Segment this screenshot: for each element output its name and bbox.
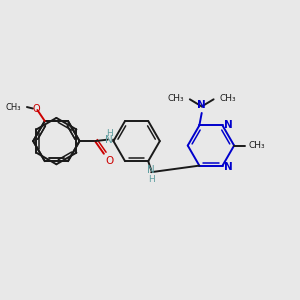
Text: N: N [197, 100, 206, 110]
Text: N: N [105, 135, 113, 145]
Text: H: H [148, 175, 154, 184]
Text: CH₃: CH₃ [5, 103, 21, 112]
Text: O: O [105, 156, 114, 166]
Text: N: N [224, 161, 233, 172]
Text: CH₃: CH₃ [249, 141, 266, 150]
Text: CH₃: CH₃ [219, 94, 236, 103]
Text: N: N [224, 120, 233, 130]
Text: H: H [106, 129, 113, 138]
Text: CH₃: CH₃ [168, 94, 184, 103]
Text: O: O [32, 103, 40, 113]
Text: N: N [147, 165, 155, 175]
